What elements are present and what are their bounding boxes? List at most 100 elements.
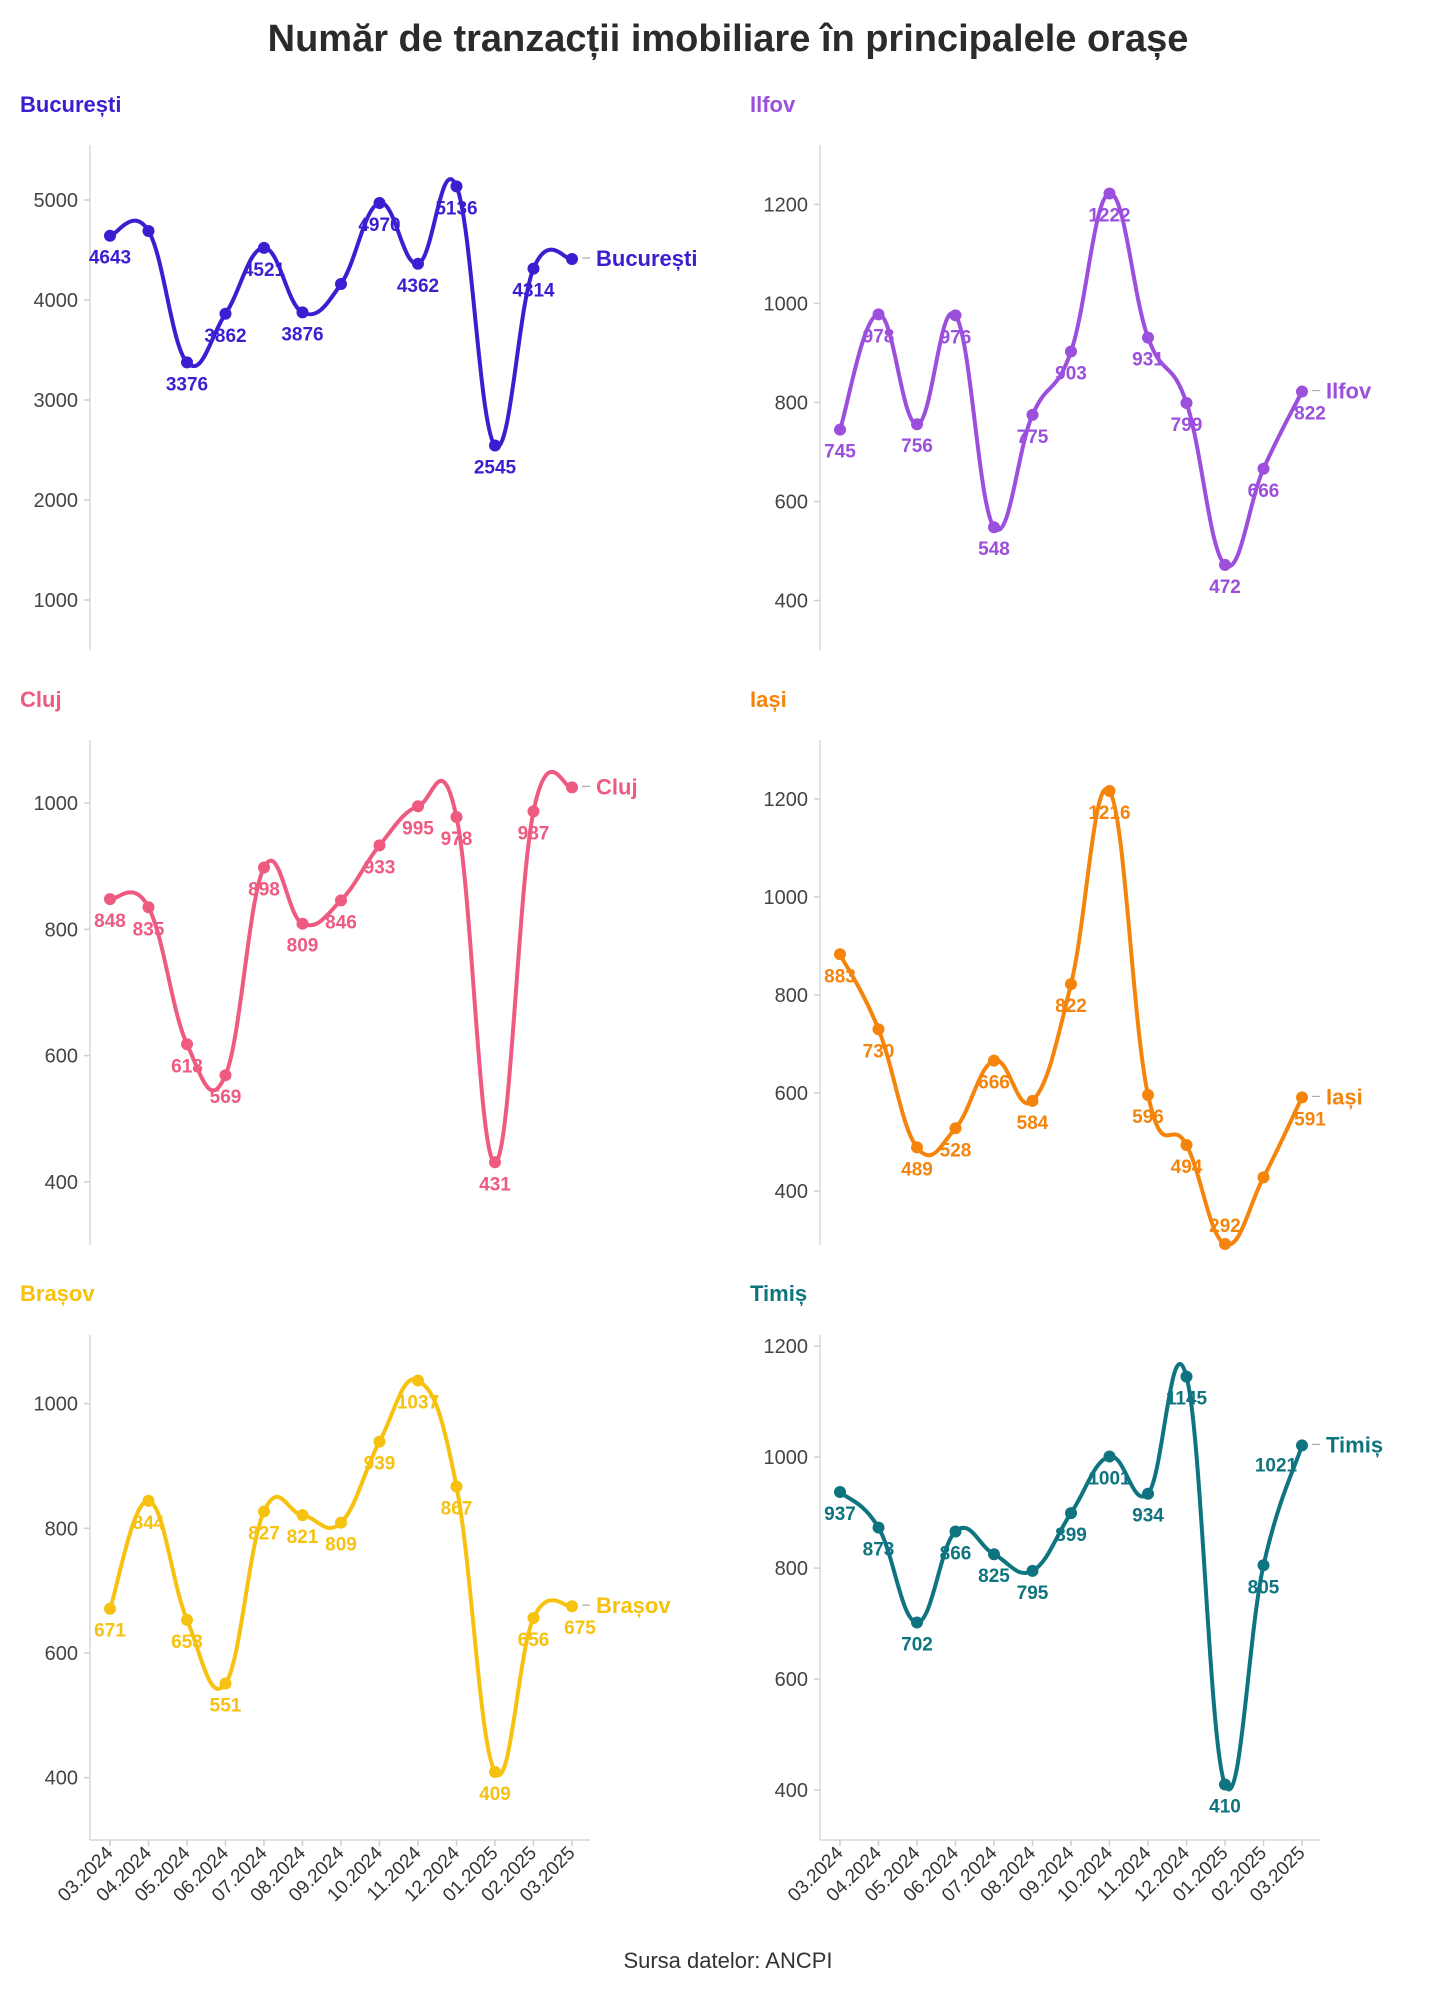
y-tick-label: 1000	[764, 293, 809, 315]
y-tick-label: 2000	[34, 490, 79, 512]
data-point	[527, 1612, 540, 1625]
data-point	[296, 1509, 309, 1522]
data-point	[335, 278, 347, 290]
data-point	[1103, 1450, 1116, 1463]
y-tick-label: 800	[775, 985, 808, 1007]
series-end-label-cluj: Cluj	[596, 774, 638, 799]
data-point	[1296, 385, 1308, 398]
series-end-label-iasi: Iași	[1326, 1084, 1363, 1109]
data-label: 827	[248, 1523, 280, 1544]
data-point	[489, 1766, 501, 1779]
data-label: 821	[287, 1527, 319, 1548]
data-point	[219, 307, 232, 320]
data-label: 2545	[474, 458, 517, 479]
data-label: 1145	[1166, 1389, 1208, 1410]
data-point	[1065, 1507, 1077, 1520]
source-note: Sursa datelor: ANCPI	[623, 1948, 833, 1973]
panel-bucuresti: București 1000 2000 3000 4000 5000 4643 3376 386…	[20, 92, 697, 650]
data-label: 409	[479, 1784, 511, 1805]
data-point	[1219, 1778, 1231, 1791]
y-tick-label: 800	[45, 919, 78, 941]
y-tick-label: 1000	[34, 793, 79, 815]
series-end-label-brasov: Brașov	[596, 1593, 671, 1618]
data-point	[1219, 558, 1231, 571]
data-point	[142, 1494, 155, 1507]
data-point	[373, 839, 386, 852]
y-tick-label: 1000	[34, 1394, 79, 1416]
data-point	[142, 901, 155, 914]
y-tick-label: 800	[45, 1518, 78, 1540]
y-tick-label: 1200	[764, 789, 809, 811]
y-tick-label: 600	[775, 1669, 808, 1691]
panel-title-brasov: Brașov	[20, 1281, 95, 1306]
data-label: 848	[94, 911, 126, 932]
data-point	[988, 1054, 1000, 1067]
data-label: 809	[287, 936, 319, 957]
y-tick-label: 1000	[34, 590, 79, 612]
data-point	[258, 241, 270, 254]
panel-title-bucuresti: București	[20, 92, 121, 117]
data-label: 569	[210, 1087, 242, 1108]
panel-ilfov: Ilfov 400 600 800 1000 1200 745 978 756 976 548 775…	[750, 92, 1372, 650]
data-point	[1142, 331, 1154, 344]
data-point	[335, 894, 347, 907]
data-point	[872, 308, 885, 321]
page-title: Număr de tranzacții imobiliare în princi…	[267, 18, 1189, 60]
y-tick-label: 600	[45, 1046, 78, 1068]
data-label: 292	[1209, 1216, 1241, 1237]
data-point	[296, 917, 309, 930]
data-point	[527, 262, 540, 275]
data-label: 596	[1132, 1107, 1164, 1128]
data-point	[911, 1616, 923, 1629]
data-point	[1065, 345, 1077, 358]
data-point	[1142, 1088, 1154, 1101]
data-point	[412, 1374, 424, 1387]
data-point	[489, 1156, 501, 1169]
data-point	[1026, 1094, 1039, 1107]
data-point	[1257, 1559, 1270, 1572]
data-label: 1037	[397, 1393, 439, 1414]
y-tick-label: 400	[45, 1172, 78, 1194]
data-point	[142, 225, 155, 237]
data-label: 671	[94, 1621, 126, 1642]
data-label: 822	[1294, 404, 1326, 425]
data-label: 472	[1209, 577, 1241, 598]
data-point	[104, 1602, 116, 1615]
data-label: 528	[940, 1140, 972, 1161]
y-tick-label: 1000	[764, 887, 809, 909]
data-label: 933	[364, 857, 396, 878]
data-point	[1065, 978, 1077, 991]
data-label: 3876	[281, 324, 323, 345]
data-point	[1219, 1238, 1231, 1251]
data-point	[104, 229, 116, 242]
y-tick-label: 1000	[764, 1447, 809, 1469]
data-label: 867	[441, 1499, 473, 1520]
data-label: 883	[824, 966, 856, 987]
data-label: 937	[824, 1504, 856, 1525]
series-line-brasov	[108, 1377, 574, 1778]
data-label: 618	[171, 1056, 203, 1077]
data-label: 675	[564, 1618, 596, 1639]
data-label: 978	[441, 829, 473, 850]
data-label: 745	[824, 442, 856, 463]
data-label: 903	[1055, 363, 1087, 384]
series-line-cluj	[108, 769, 574, 1165]
data-label: 4314	[512, 281, 555, 302]
data-point	[181, 1038, 193, 1051]
data-label: 995	[402, 818, 434, 839]
data-label: 805	[1248, 1577, 1280, 1598]
data-point	[373, 197, 386, 209]
data-label: 976	[940, 327, 972, 348]
data-point	[219, 1069, 232, 1082]
data-label: 3376	[166, 374, 208, 395]
data-point	[988, 1548, 1000, 1561]
data-label: 584	[1017, 1113, 1049, 1134]
data-label: 551	[210, 1696, 242, 1717]
data-label: 548	[978, 539, 1010, 560]
data-label: 666	[978, 1073, 1010, 1094]
data-label: 795	[1017, 1583, 1049, 1604]
data-point	[566, 1600, 578, 1613]
data-point	[834, 948, 846, 961]
